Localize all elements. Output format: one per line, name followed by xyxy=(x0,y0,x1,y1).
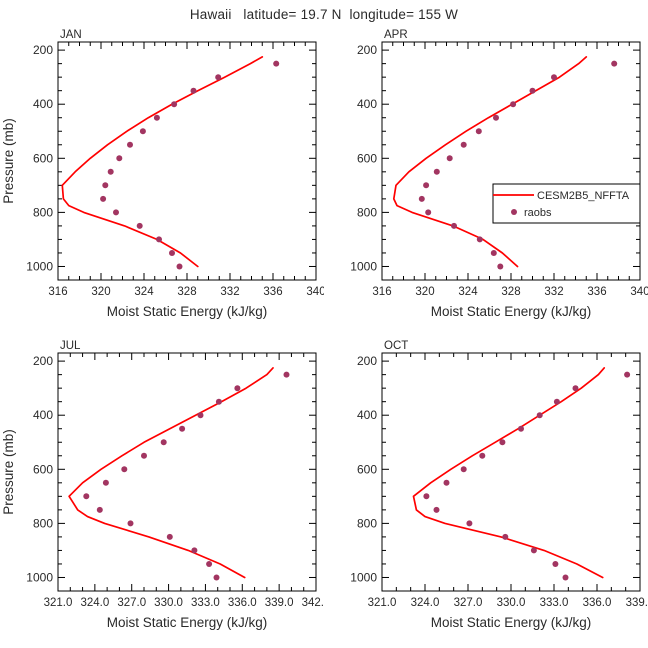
chart-panel-apr: 200 400 600 800 1000 316 320 324 328 332 336 340 APR… xyxy=(350,29,648,319)
svg-text:Moist Static Energy (kJ/kg): Moist Static Energy (kJ/kg) xyxy=(431,304,592,319)
svg-text:340: 340 xyxy=(630,286,648,298)
svg-text:327.0: 327.0 xyxy=(117,597,146,609)
svg-text:330.0: 330.0 xyxy=(154,597,183,609)
svg-text:800: 800 xyxy=(33,205,53,219)
svg-text:324: 324 xyxy=(458,286,478,298)
svg-text:Pressure (mb): Pressure (mb) xyxy=(1,429,16,515)
svg-text:1000: 1000 xyxy=(350,259,377,273)
svg-text:333.0: 333.0 xyxy=(191,597,220,609)
svg-text:328: 328 xyxy=(177,286,196,298)
panel-grid: 200 400 600 800 1000 316 320 324 328 332 336 340 JAN… xyxy=(0,26,648,648)
svg-text:800: 800 xyxy=(357,516,377,530)
svg-text:200: 200 xyxy=(357,354,377,368)
svg-text:332: 332 xyxy=(544,286,563,298)
svg-text:321.0: 321.0 xyxy=(368,597,397,609)
svg-text:336.0: 336.0 xyxy=(228,597,257,609)
svg-text:320: 320 xyxy=(91,286,110,298)
svg-text:327.0: 327.0 xyxy=(454,597,483,609)
svg-text:CESM2B5_NFFTA: CESM2B5_NFFTA xyxy=(537,190,630,202)
svg-text:APR: APR xyxy=(384,29,408,41)
svg-text:Moist Static Energy (kJ/kg): Moist Static Energy (kJ/kg) xyxy=(431,615,592,630)
svg-text:324.0: 324.0 xyxy=(411,597,440,609)
svg-text:1000: 1000 xyxy=(26,570,53,584)
svg-text:200: 200 xyxy=(33,43,53,57)
svg-text:330.0: 330.0 xyxy=(497,597,526,609)
svg-text:Moist Static Energy (kJ/kg): Moist Static Energy (kJ/kg) xyxy=(107,615,268,630)
chart-panel-jul: 200 400 600 800 1000 321.0 324.0 327.0 330.0 333.… xyxy=(1,340,324,630)
figure-title: Hawaii latitude= 19.7 N longitude= 155 W xyxy=(189,7,459,22)
svg-text:333.0: 333.0 xyxy=(540,597,569,609)
svg-text:400: 400 xyxy=(357,408,377,422)
svg-text:1000: 1000 xyxy=(26,259,53,273)
svg-text:1000: 1000 xyxy=(350,570,377,584)
svg-text:Pressure (mb): Pressure (mb) xyxy=(1,118,16,204)
svg-text:800: 800 xyxy=(33,516,53,530)
svg-text:600: 600 xyxy=(33,462,53,476)
svg-text:336: 336 xyxy=(587,286,606,298)
svg-text:336: 336 xyxy=(263,286,282,298)
svg-text:324: 324 xyxy=(134,286,154,298)
svg-text:OCT: OCT xyxy=(384,340,408,352)
svg-text:200: 200 xyxy=(33,354,53,368)
svg-text:342.0: 342.0 xyxy=(302,597,324,609)
svg-text:600: 600 xyxy=(33,151,53,165)
svg-text:400: 400 xyxy=(357,97,377,111)
svg-text:339.0: 339.0 xyxy=(265,597,294,609)
chart-panel-jan: 200 400 600 800 1000 316 320 324 328 332 336 340 JAN… xyxy=(1,29,324,319)
svg-text:400: 400 xyxy=(33,97,53,111)
chart-panel-oct: 200 400 600 800 1000 321.0 324.0 327.0 330.0 333.… xyxy=(350,340,648,630)
svg-text:324.0: 324.0 xyxy=(80,597,109,609)
svg-text:336.0: 336.0 xyxy=(583,597,612,609)
svg-text:400: 400 xyxy=(33,408,53,422)
svg-text:800: 800 xyxy=(357,205,377,219)
svg-text:600: 600 xyxy=(357,151,377,165)
svg-text:328: 328 xyxy=(501,286,520,298)
svg-text:316: 316 xyxy=(48,286,67,298)
svg-text:JUL: JUL xyxy=(60,340,81,352)
svg-text:340: 340 xyxy=(306,286,324,298)
svg-text:600: 600 xyxy=(357,462,377,476)
svg-text:200: 200 xyxy=(357,43,377,57)
svg-text:raobs: raobs xyxy=(524,207,552,219)
svg-text:320: 320 xyxy=(415,286,434,298)
svg-text:321.0: 321.0 xyxy=(44,597,73,609)
svg-text:332: 332 xyxy=(220,286,239,298)
svg-text:JAN: JAN xyxy=(60,29,82,41)
svg-text:339.0: 339.0 xyxy=(626,597,648,609)
svg-text:Moist Static Energy (kJ/kg): Moist Static Energy (kJ/kg) xyxy=(107,304,268,319)
svg-text:316: 316 xyxy=(372,286,391,298)
